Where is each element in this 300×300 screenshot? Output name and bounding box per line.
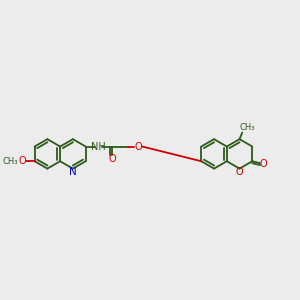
Text: N: N <box>69 167 77 177</box>
Text: CH₃: CH₃ <box>239 123 255 132</box>
Text: CH₃: CH₃ <box>3 157 18 166</box>
Text: O: O <box>134 142 142 152</box>
Text: O: O <box>18 156 26 166</box>
Text: O: O <box>108 154 116 164</box>
Text: O: O <box>260 159 267 169</box>
Text: O: O <box>236 167 243 177</box>
Text: NH: NH <box>92 142 106 152</box>
